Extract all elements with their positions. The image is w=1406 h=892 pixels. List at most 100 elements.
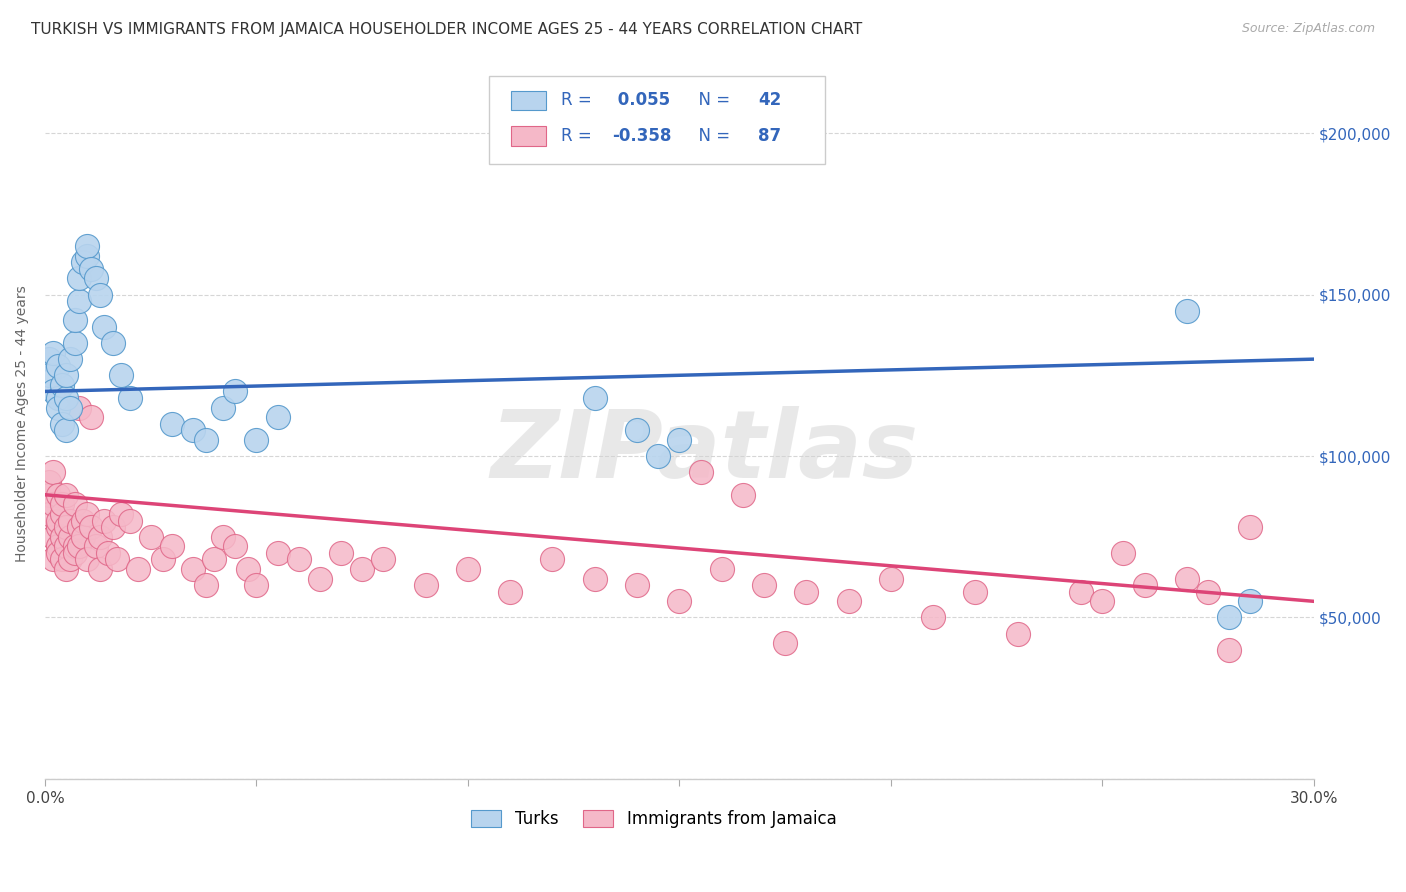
Point [127, 562, 149, 576]
Point [1112, 546, 1135, 560]
Point [51, 498, 73, 512]
Point [89, 287, 111, 301]
Point [710, 562, 733, 576]
Point [245, 578, 267, 592]
Point [499, 584, 522, 599]
Text: TURKISH VS IMMIGRANTS FROM JAMAICA HOUSEHOLDER INCOME AGES 25 - 44 YEARS CORRELA: TURKISH VS IMMIGRANTS FROM JAMAICA HOUSE… [31, 22, 862, 37]
Point [84, 540, 107, 554]
Text: 42: 42 [758, 92, 782, 110]
Point [80, 520, 103, 534]
Point [89, 530, 111, 544]
Point [84, 271, 107, 285]
Point [202, 552, 225, 566]
Point [110, 368, 132, 383]
Point [1175, 572, 1198, 586]
Point [118, 391, 141, 405]
Point [1197, 584, 1219, 599]
Point [139, 530, 162, 544]
Point [63, 498, 86, 512]
Point [236, 562, 259, 576]
Point [42, 498, 65, 512]
Point [76, 552, 98, 566]
Point [63, 540, 86, 554]
Text: N =: N = [689, 127, 735, 145]
Point [55, 391, 77, 405]
Point [922, 610, 945, 624]
Point [1007, 626, 1029, 640]
Point [1239, 594, 1261, 608]
Point [583, 572, 606, 586]
Point [63, 313, 86, 327]
Point [101, 336, 124, 351]
FancyBboxPatch shape [489, 76, 825, 164]
Point [457, 562, 479, 576]
Point [1133, 578, 1156, 592]
Text: N =: N = [689, 92, 735, 110]
Point [211, 401, 233, 415]
Point [105, 552, 128, 566]
Point [67, 401, 90, 415]
Point [55, 562, 77, 576]
Point [266, 410, 288, 425]
Point [59, 352, 82, 367]
Point [97, 546, 120, 560]
Point [38, 507, 60, 521]
Point [46, 391, 69, 405]
Point [55, 520, 77, 534]
Legend: Turks, Immigrants from Jamaica: Turks, Immigrants from Jamaica [465, 803, 844, 835]
Point [668, 433, 690, 447]
Point [80, 410, 103, 425]
Point [46, 359, 69, 373]
Point [583, 391, 606, 405]
FancyBboxPatch shape [510, 91, 546, 111]
Point [1175, 303, 1198, 318]
Point [51, 507, 73, 521]
Point [773, 636, 796, 650]
Point [51, 417, 73, 431]
Point [668, 594, 690, 608]
Point [51, 378, 73, 392]
Point [42, 465, 65, 479]
Point [181, 423, 204, 437]
Point [1218, 642, 1240, 657]
Point [46, 401, 69, 415]
Point [76, 239, 98, 253]
Point [63, 546, 86, 560]
Point [211, 530, 233, 544]
Point [181, 562, 204, 576]
Text: R =: R = [561, 127, 598, 145]
Point [287, 552, 309, 566]
Point [67, 293, 90, 308]
Point [46, 488, 69, 502]
Point [626, 578, 648, 592]
Point [245, 433, 267, 447]
Point [794, 584, 817, 599]
Point [194, 433, 217, 447]
Point [51, 530, 73, 544]
Point [1239, 520, 1261, 534]
Point [689, 465, 711, 479]
Point [59, 514, 82, 528]
Point [76, 507, 98, 521]
Point [42, 552, 65, 566]
Point [38, 368, 60, 383]
Point [352, 562, 374, 576]
Point [152, 552, 174, 566]
Point [415, 578, 437, 592]
Point [42, 384, 65, 399]
Text: 87: 87 [758, 127, 782, 145]
Point [89, 562, 111, 576]
Point [224, 540, 246, 554]
Point [63, 336, 86, 351]
Point [1218, 610, 1240, 624]
Point [626, 423, 648, 437]
Point [373, 552, 395, 566]
Point [42, 345, 65, 359]
Point [72, 530, 94, 544]
Point [38, 475, 60, 489]
Point [194, 578, 217, 592]
Point [330, 546, 353, 560]
Point [72, 514, 94, 528]
Point [59, 552, 82, 566]
Text: ZIPatlas: ZIPatlas [491, 406, 918, 498]
